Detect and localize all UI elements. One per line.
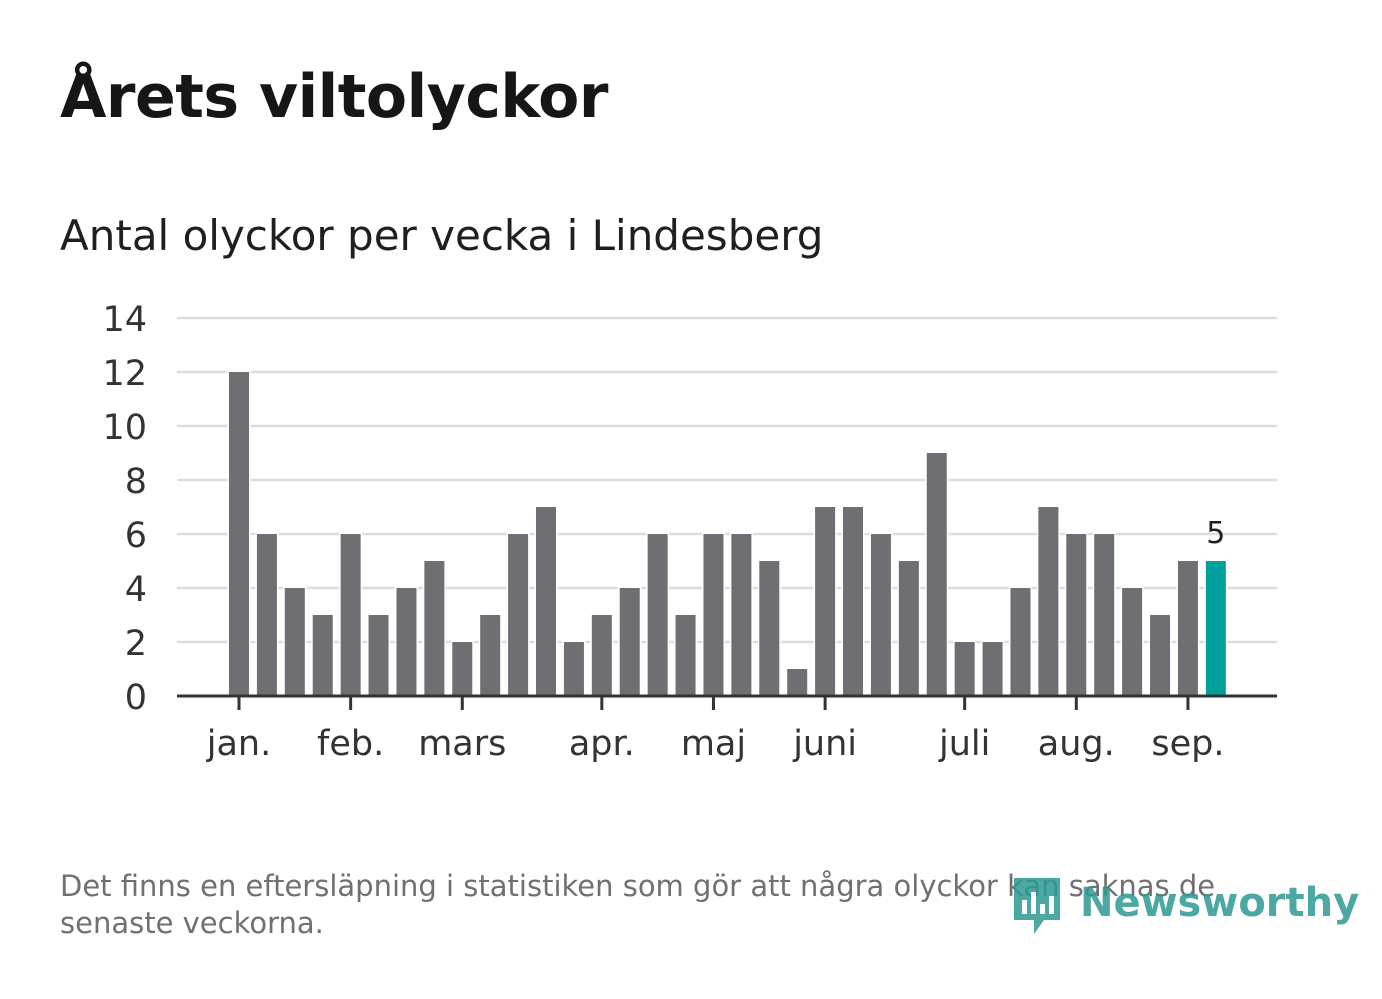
bar: [1008, 586, 1032, 698]
y-tick-label: 10: [102, 408, 147, 448]
bar: [869, 532, 893, 698]
y-tick-label: 4: [125, 570, 147, 610]
bar: [422, 559, 446, 698]
bar-chart-bubble-icon: [1014, 878, 1060, 934]
bar: [646, 532, 670, 698]
brand-name: Newsworthy: [1080, 880, 1360, 926]
bar: [1092, 532, 1116, 698]
bar: [450, 640, 474, 698]
bar: [562, 640, 586, 698]
y-tick-label: 6: [125, 516, 147, 556]
bar: [534, 505, 558, 698]
highlight-data-label: 5: [1206, 516, 1225, 551]
bar: [394, 586, 418, 698]
chart-title: Årets viltolyckor: [60, 62, 609, 132]
bar: [953, 640, 977, 698]
bar: [478, 613, 502, 698]
chart-subtitle: Antal olyckor per vecka i Lindesberg: [60, 211, 824, 260]
bar: [785, 667, 809, 698]
bar: [367, 613, 391, 698]
bar: [255, 532, 279, 698]
x-tick-label: juni: [792, 724, 857, 764]
x-tick-label: sep.: [1151, 724, 1224, 764]
bar: [1120, 586, 1144, 698]
y-tick-label: 8: [125, 462, 147, 502]
bar: [227, 370, 251, 698]
bar: [897, 559, 921, 698]
highlighted-bar: [1204, 559, 1228, 698]
x-tick-label: mars: [418, 724, 506, 764]
bar: [506, 532, 530, 698]
x-tick-label: feb.: [317, 724, 384, 764]
bar: [1064, 532, 1088, 698]
bar: [701, 532, 725, 698]
bar: [674, 613, 698, 698]
bar: [981, 640, 1005, 698]
bar: [283, 586, 307, 698]
bar: [757, 559, 781, 698]
x-tick-label: juli: [938, 724, 990, 764]
bar: [1148, 613, 1172, 698]
x-tick-label: jan.: [206, 724, 271, 764]
y-tick-label: 2: [125, 624, 147, 664]
y-tick-label: 0: [125, 678, 147, 718]
bar: [925, 451, 949, 698]
y-tick-label: 12: [102, 354, 147, 394]
newsworthy-logo: Newsworthy: [1010, 872, 1359, 944]
x-tick-label: apr.: [569, 724, 635, 764]
bar: [729, 532, 753, 698]
bar: [841, 505, 865, 698]
bar: [311, 613, 335, 698]
x-tick-label: aug.: [1038, 724, 1115, 764]
weekly-accidents-bar-chart: 0 2 4 6 8 10 12 14 5 jan. feb. mars apr. maj juni juli a…: [102, 300, 1277, 764]
y-tick-label: 14: [102, 300, 147, 340]
bar: [618, 586, 642, 698]
bar: [590, 613, 614, 698]
bar: [1036, 505, 1060, 698]
bar: [1176, 559, 1200, 698]
x-tick-label: maj: [681, 724, 746, 764]
bar: [339, 532, 363, 698]
bar: [813, 505, 837, 698]
